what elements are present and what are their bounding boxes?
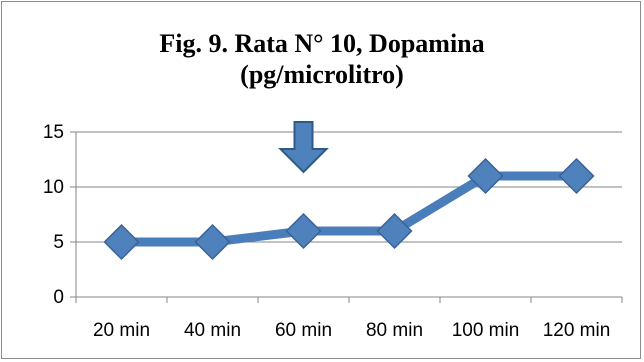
x-tick-label-0: 20 min <box>93 320 150 341</box>
data-point-60-min <box>285 212 322 250</box>
x-tick-label-2: 60 min <box>275 320 332 341</box>
y-tick-label-15: 15 <box>43 122 64 143</box>
data-point-80-min <box>376 212 413 250</box>
y-tick-label-10: 10 <box>43 177 64 198</box>
x-tick-label-5: 120 min <box>543 320 611 341</box>
chart-title: Fig. 9. Rata N° 10, Dopamina (pg/microli… <box>0 28 644 90</box>
series-line-0 <box>117 171 581 247</box>
data-point-120-min <box>558 157 595 195</box>
annotations <box>278 121 329 174</box>
x-tick-label-1: 40 min <box>184 320 241 341</box>
x-tick-label-3: 80 min <box>366 320 423 341</box>
y-tick-label-5: 5 <box>53 232 64 253</box>
gridlines <box>76 131 622 243</box>
data-point-40-min <box>194 223 231 261</box>
data-point-20-min <box>103 223 140 261</box>
tick-labels: 0 5 10 15 20 min 40 min 60 min 80 min 100 min 120… <box>43 122 610 341</box>
down-arrow-icon <box>278 121 329 174</box>
x-tick-label-4: 100 min <box>452 320 520 341</box>
series-markers <box>103 157 595 261</box>
chart-title-line-2: (pg/microlitro) <box>240 60 404 89</box>
series-line <box>117 171 581 247</box>
data-point-100-min <box>467 157 504 195</box>
axes <box>70 131 623 303</box>
y-tick-label-0: 0 <box>53 287 64 308</box>
chart-title-line-1: Fig. 9. Rata N° 10, Dopamina <box>159 29 485 58</box>
